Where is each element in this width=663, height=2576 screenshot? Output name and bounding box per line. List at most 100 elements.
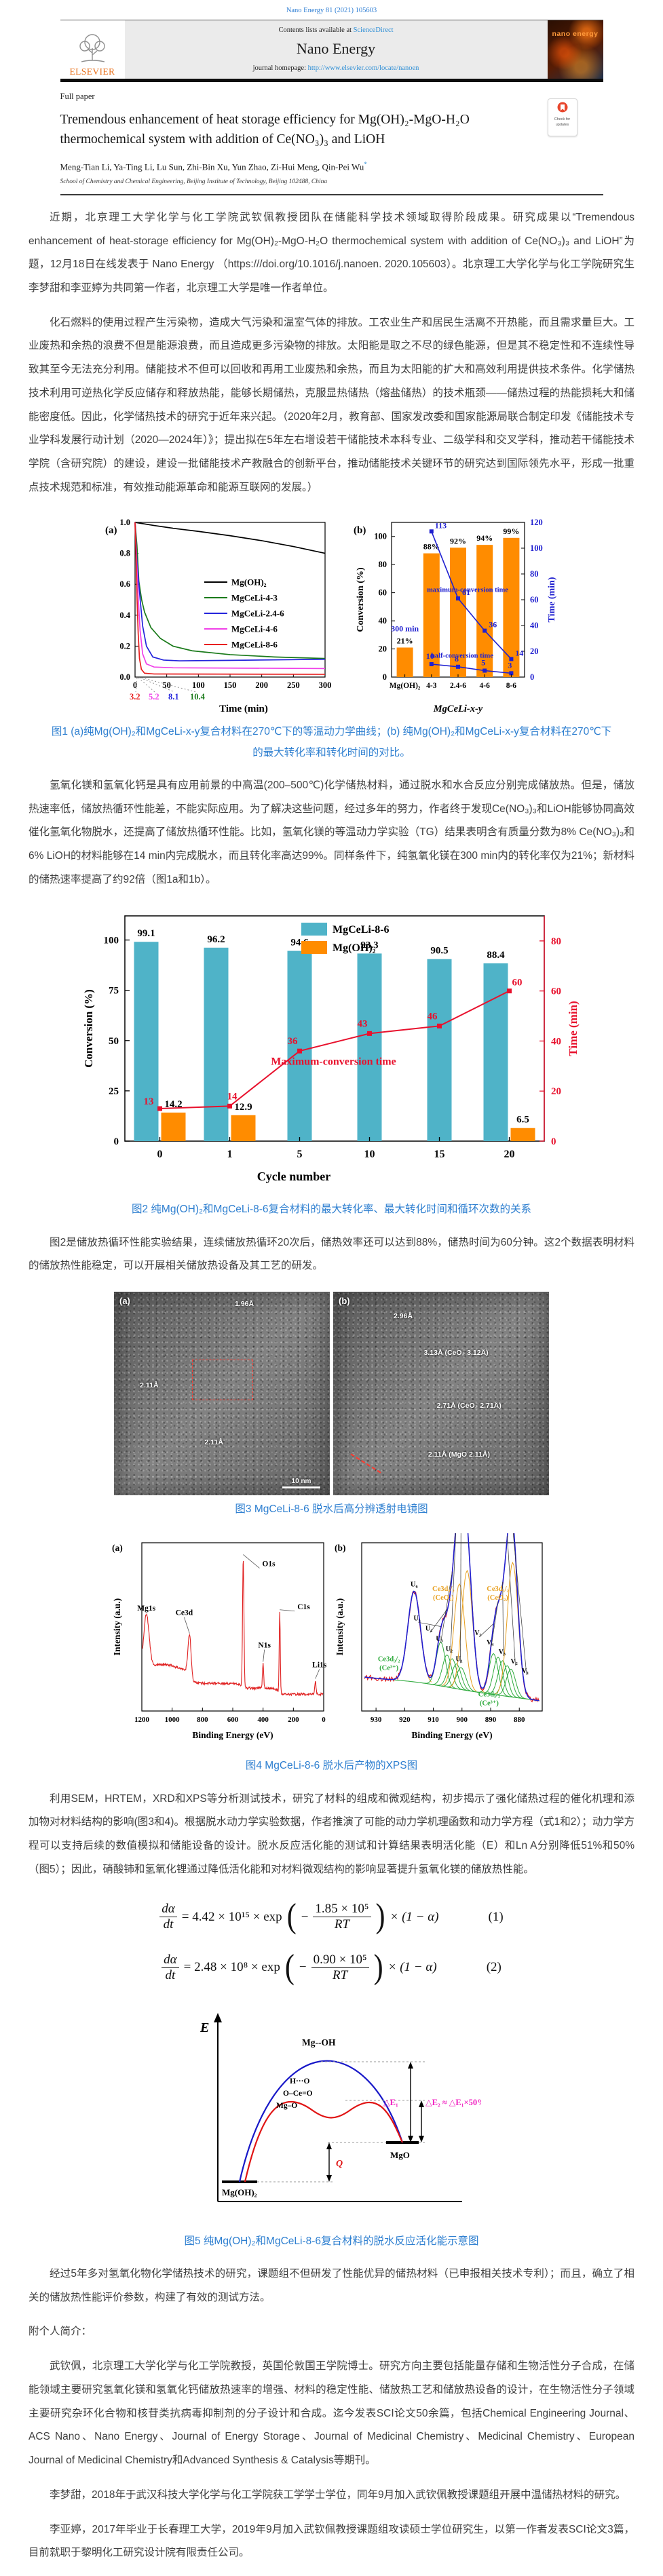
tem-panel-b: (b) 2.96Å 3.13Å (CeO₂ 3.12Å) 2.71Å (CeO₂ 2.… bbox=[333, 1292, 549, 1496]
svg-text:MgO: MgO bbox=[390, 2150, 410, 2160]
eq2-lhs: dα dt bbox=[162, 1953, 179, 1983]
svg-text:Ce3d₅/₂: Ce3d₅/₂ bbox=[487, 1586, 509, 1594]
paragraph-materials: 氢氧化镁和氢氧化钙是具有应用前景的中高温(200–500℃)化学储热材料，通过脱… bbox=[29, 779, 634, 885]
svg-text:Conversion (%): Conversion (%) bbox=[82, 990, 95, 1069]
svg-text:100: 100 bbox=[530, 543, 543, 553]
figure5: E Mg(OH)₂ MgO Mg--OH △E₁ △E₂ ≈ △E₁×50% Q H···O O… bbox=[29, 2003, 634, 2227]
svg-text:36: 36 bbox=[489, 620, 497, 630]
sciencedirect-link[interactable]: ScienceDirect bbox=[353, 26, 394, 34]
svg-text:75: 75 bbox=[109, 986, 119, 997]
svg-text:92%: 92% bbox=[450, 537, 466, 546]
svg-text:MgCeLi-8-6: MgCeLi-8-6 bbox=[231, 640, 278, 650]
svg-text:U₁: U₁ bbox=[456, 1656, 463, 1664]
contents-prefix: Contents lists available at bbox=[278, 26, 354, 34]
svg-text:U₆: U₆ bbox=[411, 1581, 418, 1589]
figure5-caption: 图5 纯Mg(OH)₂和MgCeLi-8-6复合材料的脱水反应活化能示意图 bbox=[184, 2235, 479, 2247]
svg-text:Ce3d₅/₂: Ce3d₅/₂ bbox=[478, 1691, 501, 1699]
svg-text:Mg--OH: Mg--OH bbox=[302, 2037, 336, 2048]
svg-text:U₃: U₃ bbox=[436, 1636, 442, 1643]
svg-text:0.4: 0.4 bbox=[119, 611, 130, 620]
tem-annotation: 2.11Å bbox=[140, 1381, 159, 1390]
paragraph-news-intro: 近期，北京理工大学化学与化工学院武钦佩教授团队在储能科学技术领域取得阶段成果。研… bbox=[29, 211, 634, 294]
corresponding-author-mark: * bbox=[364, 160, 367, 168]
figure4b-xps-ce3d: 930920910900890880U₆U₅U₄U₃U₂U₁U₀V₆V₅V₄V₃… bbox=[335, 1533, 543, 1740]
svg-text:Mg–O: Mg–O bbox=[276, 2102, 297, 2110]
authors-text: Meng-Tian Li, Ya-Ting Li, Lu Sun, Zhi-Bi… bbox=[60, 161, 364, 172]
svg-text:0: 0 bbox=[322, 1716, 326, 1724]
eq1-prefactor: = 4.42 × 10¹⁵ × exp bbox=[181, 1909, 282, 1924]
paragraph-background: 化石燃料的使用过程产生污染物，造成大气污染和温室气体的排放。工农业生产和居民生活… bbox=[29, 316, 634, 493]
svg-text:Time (min): Time (min) bbox=[547, 577, 557, 623]
svg-text:Q: Q bbox=[336, 2159, 343, 2169]
svg-text:61: 61 bbox=[462, 588, 470, 598]
svg-text:880: 880 bbox=[514, 1716, 525, 1724]
svg-text:94%: 94% bbox=[476, 534, 493, 543]
svg-text:(b): (b) bbox=[354, 525, 366, 536]
svg-text:2.4-6: 2.4-6 bbox=[450, 682, 466, 690]
tem-annotation: 2.71Å (CeO₂ 2.71Å) bbox=[436, 1402, 501, 1410]
journal-homepage-link[interactable]: http://www.elsevier.com/locate/nanoen bbox=[307, 64, 419, 72]
article-head: Full paper Tremendous enhancement of hea… bbox=[60, 92, 603, 195]
tem-annotation: 2.11Å (MgO 2.11Å) bbox=[428, 1450, 490, 1459]
tem-panel-a: (a) 1.96Å 2.11Å 2.11Å 10 nm bbox=[114, 1292, 330, 1496]
svg-text:6.5: 6.5 bbox=[516, 1115, 529, 1126]
svg-text:1.0: 1.0 bbox=[119, 518, 130, 527]
check-updates-label: Check for updates bbox=[554, 117, 571, 128]
svg-text:Maximum-conversion time: Maximum-conversion time bbox=[271, 1056, 396, 1068]
svg-text:0.0: 0.0 bbox=[119, 672, 130, 682]
svg-text:80: 80 bbox=[551, 936, 561, 947]
svg-text:U₂: U₂ bbox=[446, 1646, 453, 1653]
svg-text:300 min: 300 min bbox=[391, 624, 419, 634]
svg-text:0: 0 bbox=[382, 672, 386, 682]
svg-text:C1s: C1s bbox=[297, 1603, 310, 1611]
svg-text:(Ce³⁺): (Ce³⁺) bbox=[480, 1700, 499, 1708]
svg-text:8-6: 8-6 bbox=[506, 682, 516, 690]
paragraph-summary: 经过5年多对氢氧化物化学储热技术的研究，课题组不但研发了性能优异的储热材料（已申… bbox=[29, 2268, 634, 2303]
svg-text:Mg(OH)₂: Mg(OH)₂ bbox=[231, 577, 267, 588]
svg-text:0: 0 bbox=[530, 672, 534, 682]
svg-text:(a): (a) bbox=[112, 1543, 123, 1553]
svg-text:1: 1 bbox=[227, 1149, 232, 1160]
svg-text:99.1: 99.1 bbox=[137, 929, 155, 940]
eq2-number: (2) bbox=[486, 1960, 501, 1975]
svg-text:25: 25 bbox=[109, 1086, 119, 1097]
title-divider bbox=[60, 193, 603, 195]
svg-text:90.5: 90.5 bbox=[430, 946, 448, 957]
svg-text:Cycle number: Cycle number bbox=[257, 1170, 330, 1183]
svg-text:MgCeLi-4-6: MgCeLi-4-6 bbox=[231, 624, 278, 634]
check-for-updates-badge[interactable]: Check for updates bbox=[547, 98, 577, 136]
svg-text:36: 36 bbox=[287, 1037, 298, 1047]
equation-2: dα dt = 2.48 × 10⁸ × exp ( − 0.90 × 10⁵ RT… bbox=[29, 1950, 634, 1984]
svg-text:60: 60 bbox=[530, 595, 539, 604]
journal-cover-title: nano energy bbox=[552, 30, 599, 38]
tem-annotation: 2.96Å bbox=[394, 1312, 413, 1321]
svg-text:1200: 1200 bbox=[134, 1716, 150, 1724]
svg-text:4-3: 4-3 bbox=[426, 682, 437, 690]
svg-text:Binding Energy (eV): Binding Energy (eV) bbox=[411, 1730, 492, 1740]
svg-text:5.2: 5.2 bbox=[149, 692, 159, 701]
svg-text:△E₂ ≈ △E₁×50%: △E₂ ≈ △E₁×50% bbox=[425, 2098, 481, 2107]
svg-text:300: 300 bbox=[318, 680, 331, 690]
svg-text:60: 60 bbox=[378, 588, 387, 598]
svg-text:99%: 99% bbox=[503, 526, 519, 536]
svg-text:Mg(OH)₂: Mg(OH)₂ bbox=[389, 682, 420, 690]
svg-text:0: 0 bbox=[113, 1136, 119, 1147]
svg-text:40: 40 bbox=[551, 1037, 561, 1047]
check-updates-icon bbox=[557, 102, 567, 113]
svg-text:O1s: O1s bbox=[262, 1560, 276, 1569]
svg-text:80: 80 bbox=[378, 560, 387, 570]
svg-text:200: 200 bbox=[255, 680, 268, 690]
svg-text:920: 920 bbox=[399, 1716, 411, 1724]
svg-text:(Ce³⁺): (Ce³⁺) bbox=[379, 1665, 398, 1672]
affiliation: School of Chemistry and Chemical Enginee… bbox=[60, 178, 328, 185]
svg-text:250: 250 bbox=[286, 680, 299, 690]
svg-text:96.2: 96.2 bbox=[207, 934, 225, 945]
figure1-kinetics-charts: 0.00.20.40.60.81.00 50 100 150 200 250 300Mg(O… bbox=[105, 518, 557, 714]
journal-header: Nano Energy 81 (2021) 105603 ELSEVIER Co… bbox=[60, 7, 603, 82]
svg-text:Intensity (a.u.): Intensity (a.u.) bbox=[335, 1598, 345, 1655]
svg-text:half-conversion time: half-conversion time bbox=[431, 653, 493, 660]
elsevier-wordmark: ELSEVIER bbox=[69, 66, 115, 77]
svg-text:21%: 21% bbox=[396, 636, 413, 646]
